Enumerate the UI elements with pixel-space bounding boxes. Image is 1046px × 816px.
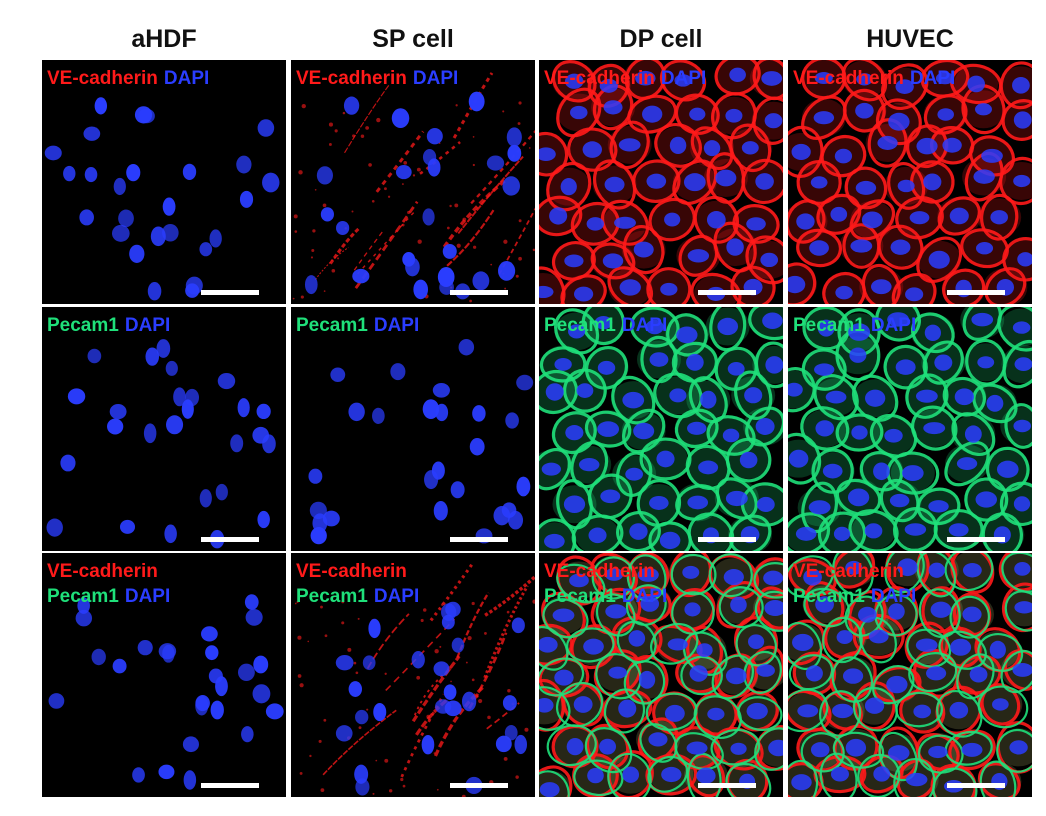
micrograph-image xyxy=(294,562,535,797)
stain-label-pecam1: Pecam1 xyxy=(544,586,616,607)
stain-legend: VE-cadherin DAPI xyxy=(793,66,955,91)
stain-legend: Pecam1 DAPI xyxy=(544,313,667,338)
panel-huvec-row-2: Pecam1 DAPI xyxy=(788,307,1032,551)
stain-legend: VE-cadherin Pecam1 DAPI xyxy=(47,559,170,609)
stain-label-ve-cadherin: VE-cadherin xyxy=(296,561,407,582)
stain-label-ve-cadherin: VE-cadherin xyxy=(296,68,407,89)
stain-label-dapi: DAPI xyxy=(621,586,668,607)
micrograph-image xyxy=(308,339,534,545)
micrograph-image xyxy=(788,60,1032,304)
stain-legend: VE-cadherin Pecam1 DAPI xyxy=(544,559,667,609)
panel-dp-cell-row-1: VE-cadherin DAPI xyxy=(539,60,783,304)
stain-label-dapi: DAPI xyxy=(373,586,420,607)
stain-label-pecam1: Pecam1 xyxy=(296,586,368,607)
stain-label-ve-cadherin: VE-cadherin xyxy=(47,68,158,89)
stain-label-pecam1: Pecam1 xyxy=(544,315,616,336)
stain-label-dapi: DAPI xyxy=(124,315,171,336)
stain-label-ve-cadherin: VE-cadherin xyxy=(793,68,904,89)
scale-bar xyxy=(947,290,1005,295)
stain-label-pecam1: Pecam1 xyxy=(47,315,119,336)
scale-bar xyxy=(450,537,508,542)
panel-sp-cell-row-1: VE-cadherin DAPI xyxy=(291,60,535,304)
scale-bar xyxy=(450,290,508,295)
micrograph-image xyxy=(46,339,276,549)
stain-label-pecam1: Pecam1 xyxy=(47,586,119,607)
micrograph-image xyxy=(292,72,535,303)
stain-label-ve-cadherin: VE-cadherin xyxy=(793,561,904,582)
column-header-sp-cell: SP cell xyxy=(372,25,454,53)
column-header-ahdf: aHDF xyxy=(131,25,197,53)
stain-label-pecam1: Pecam1 xyxy=(793,586,865,607)
scale-bar xyxy=(201,537,259,542)
stain-legend: VE-cadherin Pecam1 DAPI xyxy=(296,559,419,609)
scale-bar xyxy=(201,783,259,788)
stain-legend: VE-cadherin DAPI xyxy=(296,66,458,91)
column-header-huvec: HUVEC xyxy=(866,25,954,53)
stain-label-dapi: DAPI xyxy=(909,68,956,89)
stain-label-dapi: DAPI xyxy=(660,68,707,89)
scale-bar xyxy=(698,290,756,295)
micrograph-image xyxy=(539,553,783,797)
micrograph-image xyxy=(48,594,284,790)
scale-bar xyxy=(450,783,508,788)
panel-huvec-row-1: VE-cadherin DAPI xyxy=(788,60,1032,304)
panel-ahdf-row-2: Pecam1 DAPI xyxy=(42,307,286,551)
stain-label-ve-cadherin: VE-cadherin xyxy=(544,561,655,582)
scale-bar xyxy=(698,783,756,788)
stain-label-dapi: DAPI xyxy=(870,586,917,607)
stain-label-pecam1: Pecam1 xyxy=(296,315,368,336)
stain-label-dapi: DAPI xyxy=(163,68,210,89)
scale-bar xyxy=(947,783,1005,788)
panel-dp-cell-row-2: Pecam1 DAPI xyxy=(539,307,783,551)
panel-sp-cell-row-3: VE-cadherin Pecam1 DAPI xyxy=(291,553,535,797)
stain-label-dapi: DAPI xyxy=(621,315,668,336)
stain-label-dapi: DAPI xyxy=(373,315,420,336)
scale-bar xyxy=(698,537,756,542)
scale-bar xyxy=(947,537,1005,542)
stain-legend: Pecam1 DAPI xyxy=(793,313,916,338)
stain-label-ve-cadherin: VE-cadherin xyxy=(47,561,158,582)
scale-bar xyxy=(201,290,259,295)
stain-label-pecam1: Pecam1 xyxy=(793,315,865,336)
stain-legend: VE-cadherin DAPI xyxy=(544,66,706,91)
panel-ahdf-row-1: VE-cadherin DAPI xyxy=(42,60,286,304)
micrograph-image xyxy=(539,60,783,304)
stain-label-dapi: DAPI xyxy=(412,68,459,89)
micrograph-image xyxy=(539,307,783,551)
panel-huvec-row-3: VE-cadherin Pecam1 DAPI xyxy=(788,553,1032,797)
stain-legend: Pecam1 DAPI xyxy=(47,313,170,338)
panel-sp-cell-row-2: Pecam1 DAPI xyxy=(291,307,535,551)
column-header-dp-cell: DP cell xyxy=(619,25,703,53)
micrograph-image xyxy=(788,553,1032,797)
stain-legend: VE-cadherin Pecam1 DAPI xyxy=(793,559,916,609)
panel-ahdf-row-3: VE-cadherin Pecam1 DAPI xyxy=(42,553,286,797)
stain-legend: VE-cadherin DAPI xyxy=(47,66,209,91)
micrograph-image xyxy=(788,307,1032,551)
panel-dp-cell-row-3: VE-cadherin Pecam1 DAPI xyxy=(539,553,783,797)
stain-label-dapi: DAPI xyxy=(870,315,917,336)
micrograph-image xyxy=(44,97,280,301)
stain-legend: Pecam1 DAPI xyxy=(296,313,419,338)
stain-label-dapi: DAPI xyxy=(124,586,171,607)
stain-label-ve-cadherin: VE-cadherin xyxy=(544,68,655,89)
